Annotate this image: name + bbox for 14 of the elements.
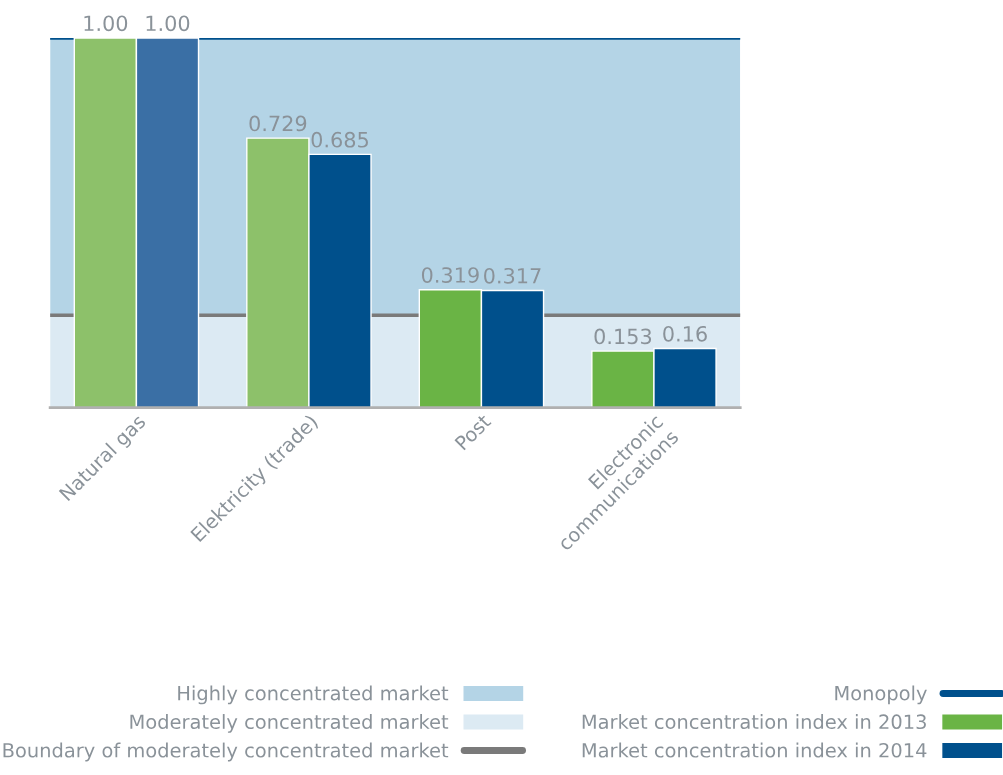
data-label: 0.153	[594, 328, 652, 345]
data-label: 1.00	[146, 15, 190, 32]
data-label: 0.16	[663, 325, 707, 342]
data-label: 1.00	[84, 15, 128, 32]
data-label: 0.317	[484, 267, 541, 284]
legend-label: Boundary of moderately concentrated market	[3, 742, 449, 762]
legend-label: Highly concentrated market	[178, 685, 449, 705]
legend-label: Market concentration index in 2013	[582, 714, 926, 730]
data-label: 0.729	[249, 115, 307, 132]
legend-label: Monopoly	[835, 685, 927, 705]
legend-label: Moderately concentrated market	[130, 714, 449, 733]
legend-label: Market concentration index in 2014	[582, 742, 927, 758]
data-label: 0.319	[421, 267, 479, 283]
data-label: 0.685	[311, 131, 368, 148]
